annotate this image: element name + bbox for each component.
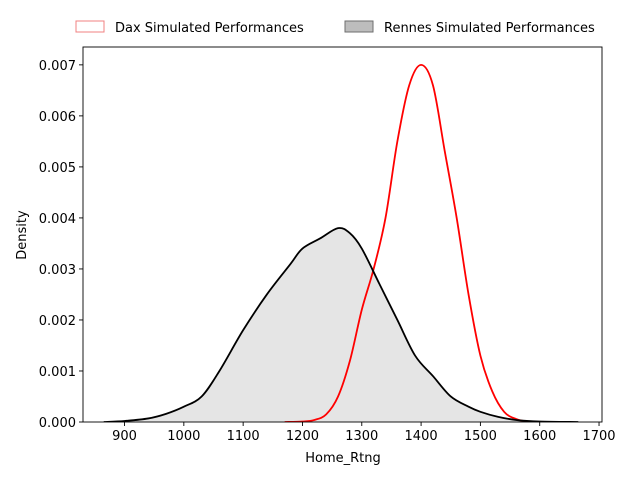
x-tick-label: 1200 — [286, 429, 319, 444]
y-tick-label: 0.004 — [39, 212, 76, 227]
y-tick-label: 0.006 — [39, 110, 76, 125]
plot-frame — [82, 46, 603, 423]
legend-item: Dax Simulated Performances — [75, 20, 304, 36]
series-1-line — [103, 227, 579, 422]
legend: Dax Simulated Performances Rennes Simulat… — [75, 20, 595, 36]
x-tick-label: 1600 — [523, 429, 556, 444]
y-tick-label: 0.000 — [39, 416, 76, 431]
legend-label: Dax Simulated Performances — [115, 21, 304, 36]
x-tick-label: 1100 — [227, 429, 260, 444]
x-tick-label: 1700 — [582, 429, 615, 444]
y-tick-label: 0.005 — [39, 161, 76, 176]
x-tick-label: 1400 — [405, 429, 438, 444]
plot-area — [82, 46, 603, 423]
y-tick-label: 0.003 — [39, 263, 76, 278]
series-1-area — [103, 227, 579, 422]
series-0-line — [284, 63, 552, 422]
legend-label: Rennes Simulated Performances — [384, 21, 595, 36]
x-axis: 900 1000 1100 1200 1300 1400 1500 1600 1700 — [112, 422, 616, 444]
y-tick-label: 0.002 — [39, 314, 76, 329]
y-tick-label: 0.007 — [39, 59, 76, 74]
y-axis: 0.000 0.001 0.002 0.003 0.004 0.005 0.006 0.007 — [39, 59, 83, 431]
legend-swatch — [344, 20, 374, 33]
x-tick-label: 1300 — [345, 429, 378, 444]
x-tick-label: 1000 — [167, 429, 200, 444]
legend-swatch — [75, 20, 105, 33]
legend-item: Rennes Simulated Performances — [344, 20, 595, 36]
y-axis-label: Density — [15, 210, 30, 260]
x-axis-label: Home_Rtng — [305, 451, 381, 466]
y-tick-label: 0.001 — [39, 365, 76, 380]
x-tick-label: 900 — [112, 429, 137, 444]
x-tick-label: 1500 — [464, 429, 497, 444]
